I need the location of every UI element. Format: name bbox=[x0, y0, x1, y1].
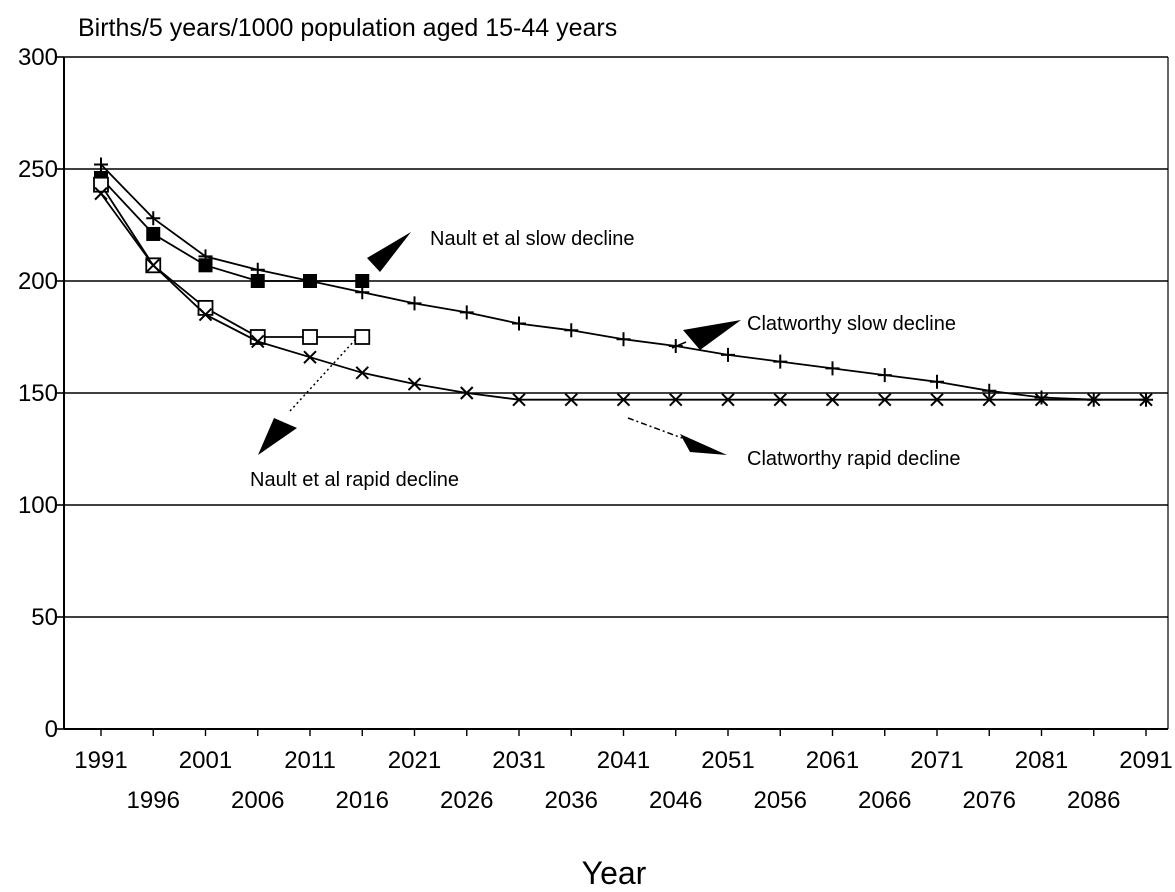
point-s3-2066 bbox=[878, 393, 892, 407]
annotation-clatworthy-rapid: Clatworthy rapid decline bbox=[747, 448, 960, 470]
y-tick-label-0: 0 bbox=[45, 716, 58, 743]
point-s3-2036 bbox=[564, 393, 578, 407]
x-tick-label-2071: 2071 bbox=[910, 747, 963, 774]
point-s1-2016 bbox=[355, 274, 370, 288]
x-tick-label-2011: 2011 bbox=[284, 747, 336, 774]
point-s3-2016 bbox=[355, 366, 369, 380]
annotation-nault-slow: Nault et al slow decline bbox=[430, 228, 635, 250]
y-tick-label-50: 50 bbox=[31, 604, 58, 631]
point-s3-2056 bbox=[773, 393, 787, 407]
x-axis-label: Year bbox=[582, 855, 647, 891]
point-s0-2031 bbox=[512, 316, 526, 331]
point-s3-2001 bbox=[198, 307, 213, 322]
y-tick-label-300: 300 bbox=[18, 44, 58, 71]
y-tick-label-250: 250 bbox=[18, 156, 58, 183]
point-s0-2041 bbox=[616, 332, 631, 347]
point-s0-2076 bbox=[982, 383, 997, 398]
point-s3-2076 bbox=[982, 393, 996, 407]
x-tick-label-2076: 2076 bbox=[963, 787, 1016, 814]
series-line-3 bbox=[100, 193, 1146, 401]
point-s1-2006 bbox=[250, 274, 265, 288]
series-group bbox=[93, 157, 1153, 407]
point-s3-2031 bbox=[512, 393, 526, 407]
point-s0-2036 bbox=[564, 323, 579, 338]
point-s1-1996 bbox=[146, 226, 161, 241]
y-tick-label-100: 100 bbox=[18, 492, 58, 519]
x-tick-label-2026: 2026 bbox=[440, 787, 493, 814]
point-s0-2081 bbox=[1034, 390, 1049, 405]
x-tick-label-2056: 2056 bbox=[754, 787, 807, 814]
point-s1-2011 bbox=[303, 274, 317, 288]
annotation-arrow-nault-rapid bbox=[258, 418, 297, 455]
x-tick-label-2036: 2036 bbox=[545, 787, 598, 814]
annotation-leader-nault-rapid bbox=[289, 339, 356, 412]
point-s3-1996 bbox=[146, 258, 160, 273]
x-tick-label-2041: 2041 bbox=[597, 747, 650, 774]
point-s0-2021 bbox=[407, 296, 422, 311]
point-s3-2046 bbox=[669, 393, 683, 407]
point-s0-1991 bbox=[94, 157, 108, 172]
point-s3-2081 bbox=[1034, 393, 1049, 407]
point-s3-2026 bbox=[460, 386, 474, 400]
point-s3-2091 bbox=[1139, 393, 1153, 407]
annotation-leader-clatworthy-slow bbox=[671, 341, 687, 349]
gridlines bbox=[64, 56, 1168, 618]
x-tick-label-2081: 2081 bbox=[1015, 747, 1068, 774]
point-s0-2026 bbox=[459, 305, 474, 320]
x-tick-label-2021: 2021 bbox=[388, 747, 441, 774]
x-tick-label-2066: 2066 bbox=[858, 787, 911, 814]
x-tick-label-2031: 2031 bbox=[492, 747, 545, 774]
x-tick-label-2046: 2046 bbox=[649, 787, 702, 814]
point-s3-2041 bbox=[616, 393, 631, 407]
series-line-2 bbox=[100, 184, 363, 338]
x-tick-label-2086: 2086 bbox=[1067, 787, 1120, 814]
point-s2-2011 bbox=[302, 329, 318, 345]
x-tick-label-2016: 2016 bbox=[336, 787, 389, 814]
point-s3-2086 bbox=[1087, 393, 1101, 407]
point-s2-2016 bbox=[354, 329, 371, 345]
point-s3-2061 bbox=[825, 393, 840, 407]
point-s0-2071 bbox=[930, 374, 944, 389]
x-tick-label-1996: 1996 bbox=[127, 787, 180, 814]
annotations-group: Nault et al slow decline Clatworthy slow… bbox=[250, 228, 960, 491]
point-s1-2001 bbox=[198, 258, 213, 273]
point-s3-2006 bbox=[251, 334, 265, 349]
annotation-nault-rapid: Nault et al rapid decline bbox=[250, 469, 459, 491]
point-s2-1991 bbox=[93, 176, 109, 193]
x-tick-label-1991: 1991 bbox=[74, 747, 127, 774]
annotation-clatworthy-slow: Clatworthy slow decline bbox=[747, 313, 956, 335]
point-s3-2051 bbox=[721, 393, 735, 407]
point-s2-2001 bbox=[197, 299, 214, 316]
x-tick-label-2061: 2061 bbox=[806, 747, 859, 774]
annotation-leader-clatworthy-rapid bbox=[627, 417, 683, 439]
point-s0-2066 bbox=[877, 368, 892, 383]
x-tick-label-2051: 2051 bbox=[701, 747, 754, 774]
x-tick-label-2006: 2006 bbox=[231, 787, 284, 814]
point-s0-2061 bbox=[825, 361, 840, 376]
point-s0-2056 bbox=[773, 354, 788, 369]
x-tick-label-2091: 2091 bbox=[1119, 747, 1172, 774]
point-s3-2011 bbox=[303, 350, 317, 364]
annotation-arrow-nault-slow bbox=[367, 232, 411, 272]
y-tick-label-200: 200 bbox=[18, 268, 58, 295]
point-s3-2021 bbox=[407, 377, 422, 391]
annotation-arrow-clatworthy-rapid bbox=[680, 434, 727, 455]
series-line-1 bbox=[100, 177, 363, 282]
annotation-arrow-clatworthy-slow bbox=[683, 320, 741, 350]
y-axis-label: Births/5 years/1000 population aged 15-4… bbox=[78, 14, 617, 42]
x-tick-labels: 1991 2001 2011 2021 2031 2041 2051 2061 2071 2081… bbox=[74, 729, 1173, 814]
point-s3-2071 bbox=[930, 393, 944, 407]
point-s3-1991 bbox=[94, 186, 108, 201]
x-tick-label-2001: 2001 bbox=[179, 747, 232, 774]
y-tick-label-150: 150 bbox=[18, 380, 58, 407]
point-s0-1996 bbox=[146, 211, 161, 226]
point-s0-2051 bbox=[721, 347, 735, 362]
y-tick-labels: 0 50 100 150 200 250 300 bbox=[18, 44, 64, 743]
